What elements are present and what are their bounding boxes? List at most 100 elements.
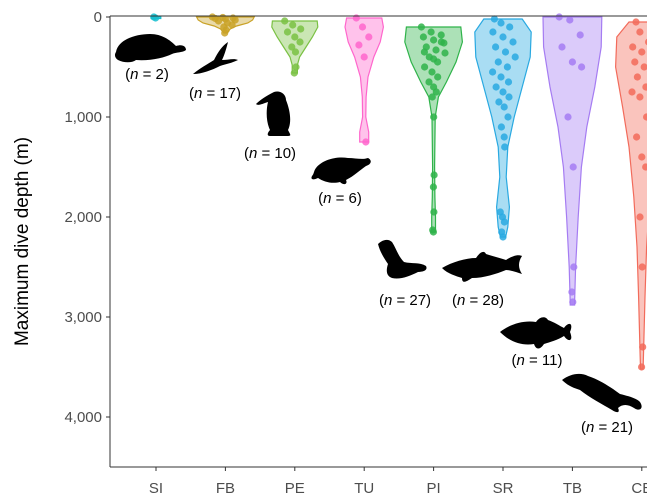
data-point-pi — [430, 36, 438, 44]
data-point-pi — [432, 88, 440, 96]
data-point-tb — [569, 298, 577, 306]
x-tick-label: TB — [563, 480, 582, 497]
n-label-tu: (n = 6) — [318, 190, 362, 207]
data-point-pi — [417, 23, 425, 31]
data-point-sr — [500, 218, 508, 226]
data-point-pi — [419, 33, 427, 41]
data-point-tu — [365, 33, 373, 41]
data-point-tb — [576, 31, 584, 39]
data-point-ce — [632, 18, 640, 26]
y-tick-label: 4,000 — [64, 409, 102, 426]
data-point-sr — [506, 23, 514, 31]
data-point-tu — [352, 14, 360, 22]
data-point-sr — [489, 28, 497, 36]
data-point-sr — [511, 53, 519, 61]
data-point-pi — [428, 68, 436, 76]
y-axis-title: Maximum dive depth (m) — [12, 137, 33, 346]
data-point-pi — [430, 55, 438, 63]
turtle-icon — [311, 157, 371, 185]
data-point-ce — [633, 73, 642, 81]
violin-tb — [542, 16, 603, 306]
x-tick-label: PI — [427, 480, 441, 497]
x-tick-label: SI — [149, 480, 163, 497]
data-point-pi — [425, 78, 433, 86]
shark-icon — [442, 251, 522, 282]
data-point-ce — [636, 213, 644, 221]
data-point-pi — [432, 46, 440, 54]
violin-tu — [344, 17, 385, 143]
data-point-ce — [633, 133, 641, 141]
x-tick-label: TU — [354, 480, 374, 497]
data-point-sr — [492, 83, 500, 91]
data-point-pi — [441, 49, 449, 57]
data-point-pe — [289, 21, 297, 29]
data-point-sr — [499, 88, 507, 96]
data-point-ce — [638, 153, 646, 161]
data-point-sr — [503, 63, 511, 71]
data-point-pi — [437, 38, 445, 46]
data-point-sr — [504, 113, 512, 121]
x-tick-label: CE — [631, 480, 647, 497]
n-label-fb: (n = 17) — [189, 85, 241, 102]
n-label-si: (n = 2) — [125, 66, 169, 83]
y-tick-label: 0 — [94, 9, 102, 26]
data-point-sr — [499, 33, 507, 41]
points-layer — [150, 13, 647, 371]
data-point-si — [152, 14, 160, 22]
data-point-sr — [497, 123, 505, 131]
data-point-tu — [358, 23, 367, 31]
data-point-tb — [558, 43, 566, 51]
data-point-sr — [492, 43, 500, 51]
data-point-ce — [640, 63, 647, 71]
x-tick-label: SR — [493, 480, 514, 497]
data-point-ce — [631, 58, 639, 66]
data-point-pi — [430, 113, 438, 121]
data-point-ce — [629, 43, 637, 51]
data-point-sr — [497, 19, 505, 27]
data-point-tb — [570, 263, 578, 271]
data-point-tb — [564, 113, 572, 121]
data-point-pi — [429, 228, 437, 236]
y-tick-label: 2,000 — [64, 209, 102, 226]
silhouettes-layer — [114, 34, 642, 413]
data-point-pi — [420, 48, 428, 56]
sample-size-labels: (n = 2) (n = 17) (n = 10) (n = 6) (n = 27) (n… — [125, 66, 633, 436]
data-point-ce — [638, 363, 646, 371]
data-point-fb — [228, 21, 236, 29]
manatee-icon — [114, 34, 186, 63]
x-tick-label: FB — [216, 480, 235, 497]
data-point-pe — [291, 33, 299, 41]
tuna-icon — [500, 317, 572, 349]
data-point-tb — [568, 288, 576, 296]
data-point-sr — [499, 233, 507, 241]
data-point-ce — [642, 163, 647, 171]
data-point-pe — [288, 43, 296, 51]
data-point-sr — [489, 68, 497, 76]
data-point-pe — [291, 48, 300, 56]
data-point-tb — [568, 58, 577, 66]
data-point-ce — [638, 263, 646, 271]
violin-layer — [150, 16, 647, 370]
data-point-pi — [434, 73, 442, 81]
data-point-ce — [639, 343, 647, 351]
data-point-sr — [494, 58, 502, 66]
data-point-tu — [362, 138, 370, 146]
data-point-sr — [501, 143, 509, 151]
y-tick-label: 3,000 — [64, 309, 102, 326]
flying-bird-icon — [193, 42, 238, 74]
axes: 0 1,000 2,000 3,000 4,000 SI FB PE TU PI SR TB CE Max… — [12, 9, 647, 497]
data-point-pe — [290, 69, 298, 77]
data-point-pi — [421, 63, 429, 71]
data-point-tu — [355, 41, 363, 49]
x-tick-label: PE — [285, 480, 305, 497]
n-label-pe: (n = 10) — [244, 145, 296, 162]
data-point-sr — [505, 93, 513, 101]
data-point-pe — [281, 17, 289, 25]
data-point-ce — [628, 88, 636, 96]
data-point-pe — [297, 25, 305, 33]
data-point-tu — [360, 53, 368, 61]
data-point-pi — [427, 28, 435, 36]
data-point-tb — [578, 63, 586, 71]
data-point-pe — [292, 63, 300, 71]
